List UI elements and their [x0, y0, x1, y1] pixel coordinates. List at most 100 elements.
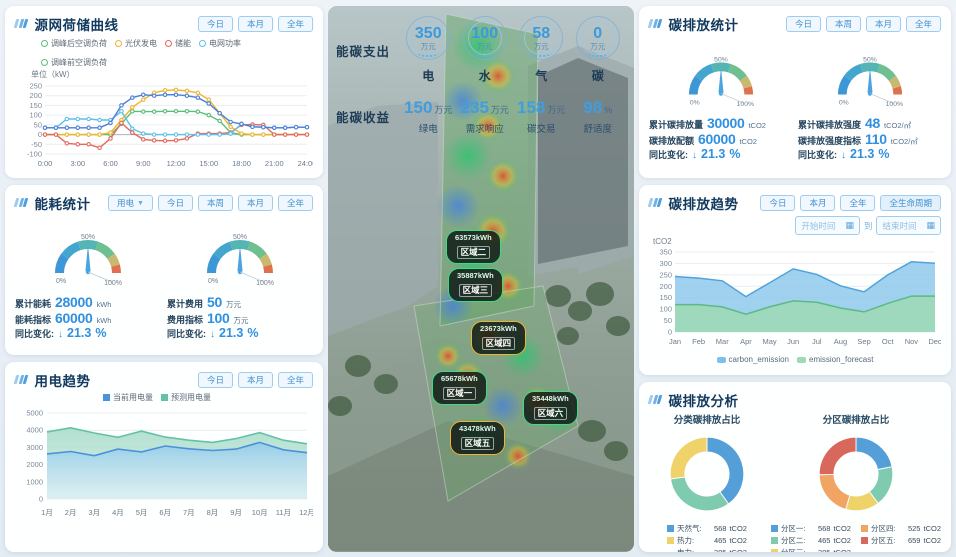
stat-value: 100 [207, 310, 230, 326]
zone-tag[interactable]: 35887kWh 区域三 [448, 268, 503, 303]
legend-unit: tCO2 [923, 536, 941, 545]
filter-year[interactable]: 全年 [277, 16, 313, 32]
filter-today[interactable]: 今日 [197, 16, 233, 32]
svg-text:100%: 100% [256, 280, 274, 287]
zone-tag[interactable]: 35448kWh 区域六 [523, 391, 578, 426]
gauge-block: 50% 0% 100% 累计碳排放量 30000 tCO2 碳排放配额 60000 tCO2… [649, 44, 792, 162]
title-bars-icon [13, 194, 29, 212]
legend-label: 分区五: [870, 536, 896, 545]
calendar-icon[interactable]: ▦ [845, 220, 854, 230]
card-header: 源网荷储曲线 今日 本月 全年 [13, 14, 313, 34]
svg-text:-50: -50 [31, 140, 42, 149]
stat-row: 费用指标 100 万元 [167, 310, 313, 326]
zone-tag[interactable]: 63573kWh 区域二 [446, 230, 501, 265]
filter-today[interactable]: 今日 [197, 372, 233, 388]
gauge-group: 50% 0% 100% 累计能耗 28000 kWh 能耗指标 60000 kWh 同比变化… [15, 221, 313, 340]
svg-text:50: 50 [664, 316, 672, 325]
stat-value: 60000 [698, 131, 736, 147]
filter-lifecycle[interactable]: 全生命周期 [880, 195, 941, 211]
legend-swatch-icon [770, 537, 778, 544]
carbon-trend-area-chart: 0 50 100 150 200 250 300 350 Jan Feb Mar Apr May Jun J… [659, 248, 941, 347]
svg-text:Aug: Aug [834, 337, 847, 346]
legend-swatch-icon [716, 356, 726, 363]
zone-tag[interactable]: 65678kWh 区域一 [432, 371, 487, 406]
metric-caption: 绿电 [418, 124, 438, 135]
filter-month[interactable]: 本月 [800, 195, 836, 211]
stat-unit: kWh [96, 300, 112, 309]
filter-week[interactable]: 本周 [825, 16, 861, 32]
svg-text:0: 0 [39, 495, 43, 504]
zone-tag[interactable]: 43478kWh 区域五 [450, 421, 505, 456]
stat-label: 累计碳排放量 [649, 120, 704, 130]
svg-text:300: 300 [659, 259, 672, 268]
filter-today[interactable]: 今日 [760, 195, 796, 211]
filter-today[interactable]: 今日 [785, 16, 821, 32]
svg-text:Mar: Mar [716, 337, 729, 346]
zone-name-wrap: 区域三 [457, 280, 494, 298]
svg-text:2月: 2月 [65, 508, 77, 517]
legend-label: 分区二: [780, 536, 806, 545]
metric-unit: 万元 [420, 41, 436, 51]
svg-text:Nov: Nov [905, 337, 919, 346]
legend-item: 分区五: 659 tCO2 [860, 535, 941, 546]
title-bars-icon [13, 15, 29, 33]
filter-buttons: 今日 本月 全年 [197, 372, 313, 388]
energy-type-select[interactable]: 用电 ▼ [107, 195, 153, 211]
filter-year[interactable]: 全年 [277, 195, 313, 211]
zone-name: 区域二 [456, 246, 491, 259]
svg-text:Jun: Jun [787, 337, 799, 346]
gauge-block: 50% 0% 100% 累计费用 50 万元 费用指标 100 万元 同比变化: ↓ 21.3% [167, 221, 313, 340]
zone-consumption-value: 63573kWh [455, 233, 492, 242]
filter-month[interactable]: 本月 [237, 195, 273, 211]
stat-value: 21.3 [850, 147, 875, 161]
filter-today[interactable]: 今日 [157, 195, 193, 211]
metric-item: 158 万元 碳交易 [513, 98, 570, 135]
legend-item: 储能 [165, 38, 191, 49]
svg-text:24:00: 24:00 [298, 159, 313, 168]
stat-row: 累计费用 50 万元 [167, 294, 313, 310]
trend-down-icon: ↓ [58, 329, 63, 340]
filter-month[interactable]: 本月 [237, 372, 273, 388]
svg-text:Dec: Dec [928, 337, 941, 346]
calendar-icon[interactable]: ▦ [926, 220, 935, 230]
select-value: 用电 [116, 197, 134, 208]
legend-label: 分区一: [780, 524, 806, 533]
zone-name-wrap: 区域一 [441, 383, 478, 401]
building-hero-visualization[interactable]: 能碳支出 350 万元 电 100 万元 [328, 6, 634, 552]
zone-name: 区域四 [481, 337, 516, 350]
filter-month[interactable]: 本月 [865, 16, 901, 32]
zone-name-wrap: 区域四 [480, 333, 517, 351]
stat-label: 同比变化: [649, 150, 688, 160]
stat-row: 碳排放配额 60000 tCO2 [649, 131, 792, 147]
filter-month[interactable]: 本月 [237, 16, 273, 32]
legend-swatch-icon [666, 525, 674, 532]
metric-caption: 碳交易 [526, 124, 556, 135]
filter-year[interactable]: 全年 [905, 16, 941, 32]
end-time-input[interactable]: 结束时间 ▦ [876, 216, 941, 235]
svg-text:150: 150 [659, 293, 672, 302]
start-time-input[interactable]: 开始时间 ▦ [795, 216, 860, 235]
metric-unit: 万元 [477, 41, 493, 51]
zone-tag[interactable]: 23673kWh 区域四 [471, 321, 526, 356]
svg-text:2000: 2000 [26, 460, 43, 469]
filter-week[interactable]: 本周 [197, 195, 233, 211]
legend-column: 分区四: 525 tCO2 分区五: 659 tCO2 [860, 523, 941, 552]
svg-text:6月: 6月 [159, 508, 171, 517]
filter-year[interactable]: 全年 [840, 195, 876, 211]
svg-text:Jul: Jul [812, 337, 822, 346]
stat-label: 费用指标 [167, 315, 204, 325]
legend-value: 465 [817, 536, 831, 545]
legend-item: 电力:385tCO2 [667, 547, 747, 552]
stat-unit: % [878, 147, 890, 161]
stat-unit: 万元 [233, 316, 249, 325]
donut-title: 分区碳排放占比 [822, 415, 890, 426]
filter-buttons: 今日 本周 本月 全年 [785, 16, 941, 32]
stat-unit: % [95, 326, 107, 340]
svg-text:Feb: Feb [692, 337, 705, 346]
filter-year[interactable]: 全年 [277, 372, 313, 388]
date-range-picker: 开始时间 ▦ 到 结束时间 ▦ [649, 216, 941, 235]
svg-text:3月: 3月 [88, 508, 100, 517]
